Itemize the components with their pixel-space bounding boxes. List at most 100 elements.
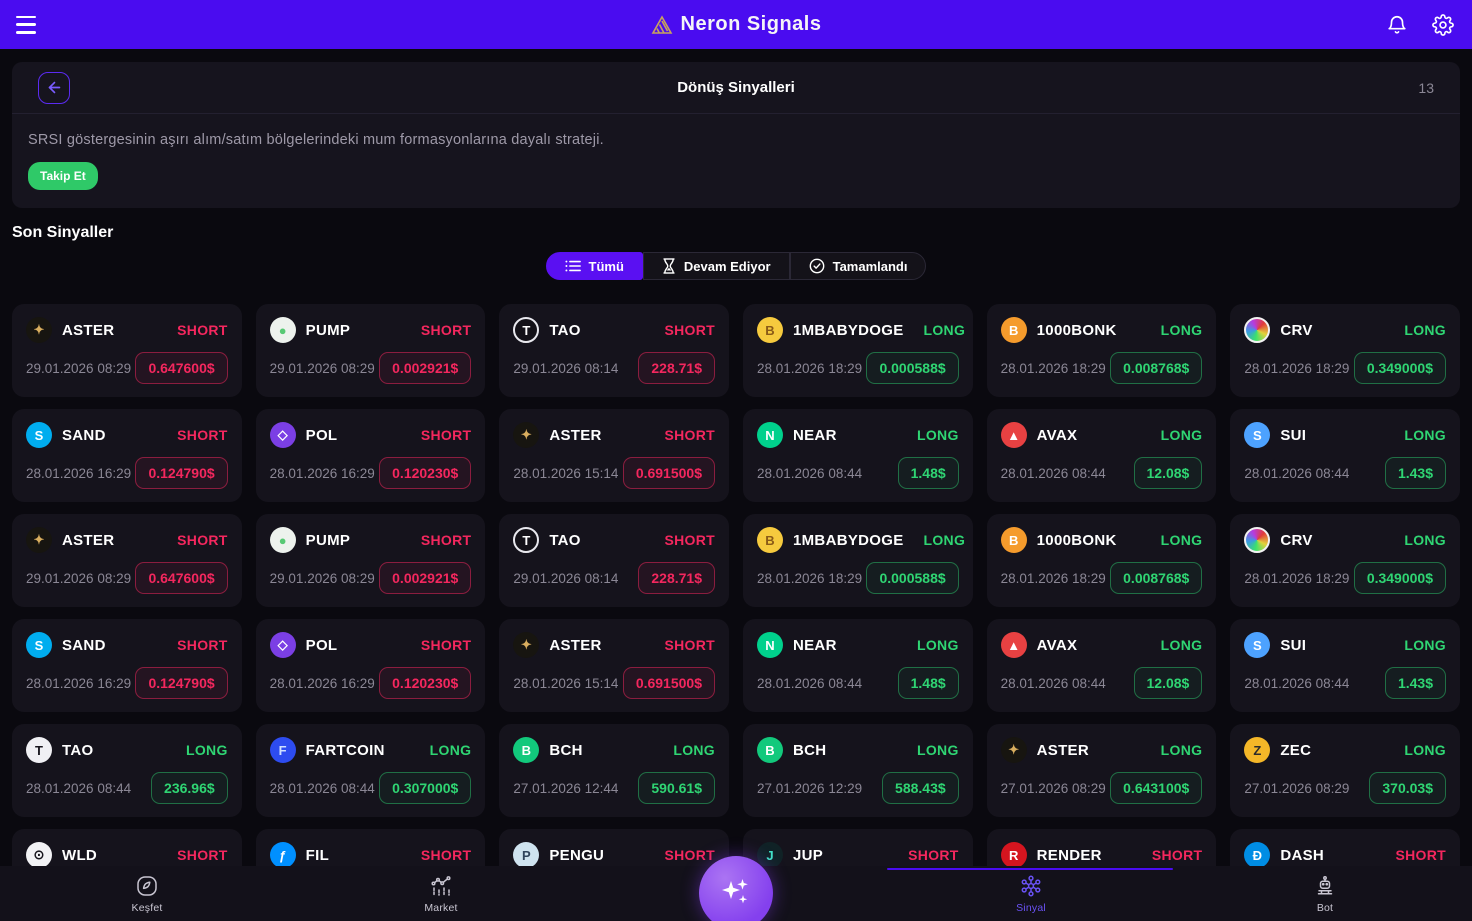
1mbabydoge-coin-icon: B: [757, 527, 783, 553]
signal-date: 27.01.2026 08:29: [1244, 780, 1350, 796]
signal-card[interactable]: ▲ AVAX LONG 28.01.2026 08:44 12.08$: [986, 409, 1217, 502]
signal-card[interactable]: S SUI LONG 28.01.2026 08:44 1.43$: [1230, 409, 1460, 502]
signal-date: 27.01.2026 08:29: [1000, 780, 1106, 796]
coin-symbol: PUMP: [305, 321, 351, 339]
signal-card[interactable]: B BCH LONG 27.01.2026 12:44 590.61$: [499, 724, 729, 817]
notifications-bell-icon[interactable]: [1384, 12, 1410, 38]
signal-card[interactable]: ✦ ASTER SHORT 29.01.2026 08:29 0.647600$: [12, 304, 242, 397]
nav-item-bot[interactable]: Bot: [1178, 874, 1472, 914]
signal-date: 28.01.2026 15:14: [513, 675, 619, 691]
signal-card[interactable]: CRV LONG 28.01.2026 18:29 0.349000$: [1230, 514, 1460, 607]
direction-label: SHORT: [664, 427, 715, 443]
hamburger-menu-icon[interactable]: [16, 15, 40, 34]
signal-card[interactable]: ▲ AVAX LONG 28.01.2026 08:44 12.08$: [986, 619, 1217, 712]
coin-symbol: ASTER: [549, 636, 602, 654]
signal-card[interactable]: T TAO SHORT 29.01.2026 08:14 228.71$: [499, 514, 729, 607]
sand-coin-icon: S: [26, 422, 52, 448]
signal-date: 28.01.2026 08:44: [1000, 675, 1106, 691]
signal-date: 29.01.2026 08:29: [26, 570, 132, 586]
signal-date: 28.01.2026 16:29: [269, 465, 375, 481]
signal-card[interactable]: ● PUMP SHORT 29.01.2026 08:29 0.002921$: [255, 304, 486, 397]
1000bonk-coin-icon: B: [1000, 317, 1027, 343]
coin-symbol: FARTCOIN: [305, 741, 385, 759]
signal-card[interactable]: ✦ ASTER SHORT 28.01.2026 15:14 0.691500$: [499, 619, 729, 712]
strategy-header-card: Dönüş Sinyalleri 13 SRSI göstergesinin a…: [12, 62, 1460, 208]
signal-card[interactable]: N NEAR LONG 28.01.2026 08:44 1.48$: [743, 409, 973, 502]
tao-coin-icon: T: [513, 527, 540, 553]
signal-card[interactable]: ● PUMP SHORT 29.01.2026 08:29 0.002921$: [255, 514, 486, 607]
signal-card[interactable]: ◇ POL SHORT 28.01.2026 16:29 0.120230$: [255, 619, 486, 712]
coin-symbol: CRV: [1280, 321, 1313, 339]
settings-gear-icon[interactable]: [1430, 12, 1456, 38]
signal-card[interactable]: ✦ ASTER SHORT 29.01.2026 08:29 0.647600$: [12, 514, 242, 607]
tab-completed[interactable]: Tamamlandı: [789, 252, 927, 280]
aster-coin-icon: ✦: [26, 317, 52, 343]
signal-date: 28.01.2026 18:29: [757, 570, 863, 586]
signal-card[interactable]: ◇ POL SHORT 28.01.2026 16:29 0.120230$: [255, 409, 486, 502]
crv-coin-icon: [1244, 317, 1271, 343]
signal-card[interactable]: S SAND SHORT 28.01.2026 16:29 0.124790$: [12, 409, 242, 502]
entry-price-badge: 0.120230$: [379, 667, 472, 699]
signal-card[interactable]: B 1MBABYDOGE LONG 28.01.2026 18:29 0.000588$: [743, 514, 973, 607]
coin-symbol: 1MBABYDOGE: [793, 321, 904, 339]
nav-label-market: Market: [424, 901, 458, 914]
coin-symbol: SUI: [1280, 426, 1307, 444]
ai-sparkle-fab[interactable]: [699, 856, 773, 921]
signal-card[interactable]: Z ZEC LONG 27.01.2026 08:29 370.03$: [1230, 724, 1460, 817]
tab-all[interactable]: Tümü: [545, 252, 643, 280]
signal-card[interactable]: B 1000BONK LONG 28.01.2026 18:29 0.008768$: [986, 514, 1217, 607]
direction-label: SHORT: [177, 637, 228, 653]
signal-card[interactable]: T TAO SHORT 29.01.2026 08:14 228.71$: [499, 304, 729, 397]
app-logo-icon: [651, 14, 673, 35]
strategy-description: SRSI göstergesinin aşırı alım/satım bölg…: [28, 132, 604, 148]
signal-card[interactable]: T TAO LONG 28.01.2026 08:44 236.96$: [12, 724, 242, 817]
signal-date: 28.01.2026 16:29: [26, 675, 132, 691]
compass-icon: [135, 874, 159, 898]
signal-date: 28.01.2026 16:29: [269, 675, 375, 691]
signal-date: 28.01.2026 08:44: [26, 780, 132, 796]
sand-coin-icon: S: [26, 632, 52, 658]
signal-card[interactable]: B 1000BONK LONG 28.01.2026 18:29 0.008768$: [986, 304, 1217, 397]
signal-date: 28.01.2026 18:29: [1244, 360, 1350, 376]
entry-price-badge: 0.002921$: [379, 352, 472, 384]
signal-date: 29.01.2026 08:29: [269, 570, 375, 586]
signal-date: 29.01.2026 08:29: [26, 360, 132, 376]
signal-card[interactable]: S SAND SHORT 28.01.2026 16:29 0.124790$: [12, 619, 242, 712]
app-title: Neron Signals: [680, 13, 822, 35]
signal-card[interactable]: S SUI LONG 28.01.2026 08:44 1.43$: [1230, 619, 1460, 712]
direction-label: LONG: [1160, 322, 1203, 338]
back-button[interactable]: [38, 71, 70, 104]
signal-card[interactable]: B BCH LONG 27.01.2026 12:29 588.43$: [743, 724, 973, 817]
signal-card[interactable]: B 1MBABYDOGE LONG 28.01.2026 18:29 0.000588$: [743, 304, 973, 397]
zec-coin-icon: Z: [1244, 737, 1271, 763]
entry-price-badge: 228.71$: [638, 562, 715, 594]
signal-card[interactable]: CRV LONG 28.01.2026 18:29 0.349000$: [1230, 304, 1460, 397]
direction-label: LONG: [917, 742, 959, 758]
coin-symbol: FIL: [305, 846, 330, 864]
direction-label: SHORT: [664, 637, 715, 653]
nav-item-kesfet[interactable]: Keşfet: [0, 874, 294, 914]
aster-coin-icon: ✦: [513, 632, 540, 658]
signal-card[interactable]: N NEAR LONG 28.01.2026 08:44 1.48$: [743, 619, 973, 712]
signal-date: 28.01.2026 08:44: [1244, 465, 1350, 481]
check-circle-icon: [809, 258, 825, 274]
tab-in-progress[interactable]: Devam Ediyor: [642, 252, 790, 280]
entry-price-badge: 12.08$: [1133, 667, 1203, 699]
coin-symbol: WLD: [62, 846, 98, 864]
direction-label: SHORT: [908, 847, 959, 863]
coin-symbol: DASH: [1280, 846, 1325, 864]
fil-coin-icon: ƒ: [269, 842, 296, 868]
nav-item-sinyal[interactable]: Sinyal: [884, 874, 1178, 914]
follow-button[interactable]: Takip Et: [28, 162, 98, 190]
signal-card[interactable]: F FARTCOIN LONG 28.01.2026 08:44 0.307000$: [255, 724, 486, 817]
nav-item-market[interactable]: Market: [294, 874, 588, 914]
pol-coin-icon: ◇: [269, 632, 296, 658]
direction-label: SHORT: [420, 427, 472, 443]
coin-symbol: RENDER: [1036, 846, 1102, 864]
direction-label: SHORT: [664, 532, 715, 548]
aster-coin-icon: ✦: [513, 422, 540, 448]
direction-label: LONG: [1160, 637, 1203, 653]
signal-card[interactable]: ✦ ASTER LONG 27.01.2026 08:29 0.643100$: [986, 724, 1217, 817]
signal-card[interactable]: ✦ ASTER SHORT 28.01.2026 15:14 0.691500$: [499, 409, 729, 502]
market-chart-icon: [429, 874, 453, 898]
